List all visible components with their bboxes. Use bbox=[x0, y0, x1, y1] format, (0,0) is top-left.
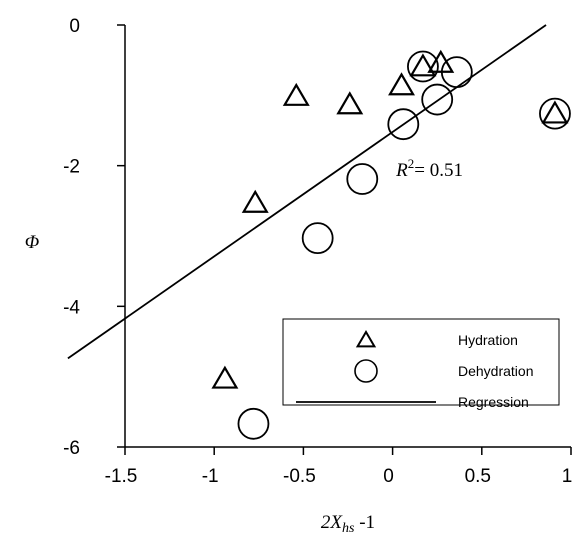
x-axis-label: 2Xhs -1 bbox=[321, 512, 375, 536]
legend-triangle bbox=[355, 330, 377, 348]
legend-box bbox=[282, 318, 560, 406]
x-tick-label: 0 bbox=[383, 466, 394, 487]
triangle-point bbox=[211, 365, 239, 389]
circle-point bbox=[387, 108, 420, 141]
legend-label: Dehydration bbox=[458, 363, 534, 379]
x-tick-label: 0.5 bbox=[465, 466, 491, 487]
circle-point bbox=[407, 50, 439, 83]
x-label-base: 2X bbox=[321, 512, 344, 533]
x-label-sub: hs bbox=[342, 521, 355, 536]
circle-point bbox=[346, 163, 379, 195]
x-tick-label: 1 bbox=[562, 466, 573, 487]
x-tick-label: -1.5 bbox=[105, 466, 138, 487]
r-squared-annotation: R2= 0.51 bbox=[395, 156, 463, 181]
x-tick-label: -0.5 bbox=[283, 466, 316, 487]
y-tick-label: -6 bbox=[63, 438, 80, 459]
circle-point bbox=[237, 407, 270, 440]
y-tick-label: 0 bbox=[69, 16, 80, 37]
circle-point bbox=[539, 97, 571, 130]
y-tick-label: -2 bbox=[63, 157, 80, 178]
annotation-tail: = 0.51 bbox=[414, 160, 463, 181]
legend-label: Hydration bbox=[458, 332, 518, 348]
triangle-point bbox=[282, 82, 310, 106]
y-axis-label: Φ bbox=[25, 232, 39, 253]
x-tick-label: -1 bbox=[202, 466, 219, 487]
triangle-point bbox=[388, 72, 415, 96]
regression-line bbox=[67, 24, 547, 360]
triangle-point bbox=[336, 91, 364, 115]
legend-circle bbox=[354, 359, 378, 383]
circle-point bbox=[301, 222, 334, 255]
triangle-point bbox=[241, 189, 269, 213]
y-tick-label: -4 bbox=[63, 297, 80, 318]
x-label-tail: -1 bbox=[354, 512, 375, 533]
triangle-point bbox=[541, 100, 569, 124]
triangle-point bbox=[409, 53, 437, 77]
legend-label: Regression bbox=[458, 394, 529, 410]
annotation-sup: 2 bbox=[408, 156, 415, 171]
circle-point bbox=[421, 83, 454, 116]
annotation-base: R bbox=[395, 160, 408, 181]
